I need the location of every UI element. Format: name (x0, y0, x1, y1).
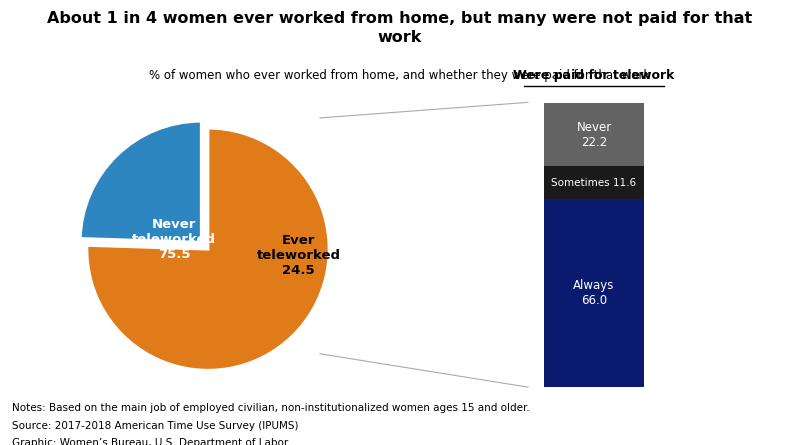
Wedge shape (80, 121, 202, 242)
Text: Graphic: Women’s Bureau, U.S. Department of Labor: Graphic: Women’s Bureau, U.S. Department… (12, 438, 288, 445)
Bar (544, 103, 643, 166)
Wedge shape (87, 128, 329, 370)
Text: Notes: Based on the main job of employed civilian, non-institutionalized women a: Notes: Based on the main job of employed… (12, 403, 530, 413)
Text: Sometimes 11.6: Sometimes 11.6 (551, 178, 637, 188)
Text: Never
22.2: Never 22.2 (576, 121, 612, 149)
Bar (544, 166, 643, 199)
Text: About 1 in 4 women ever worked from home, but many were not paid for that
work: About 1 in 4 women ever worked from home… (47, 11, 753, 45)
Text: Always
66.0: Always 66.0 (574, 279, 614, 307)
Text: Were paid for telework: Were paid for telework (514, 69, 674, 82)
Text: Source: 2017-2018 American Time Use Survey (IPUMS): Source: 2017-2018 American Time Use Surv… (12, 421, 298, 430)
Text: Ever
teleworked
24.5: Ever teleworked 24.5 (257, 234, 341, 277)
Bar (544, 199, 643, 387)
Text: % of women who ever worked from home, and whether they were paid for that work: % of women who ever worked from home, an… (150, 69, 650, 82)
Text: Never
teleworked
75.5: Never teleworked 75.5 (132, 218, 216, 261)
